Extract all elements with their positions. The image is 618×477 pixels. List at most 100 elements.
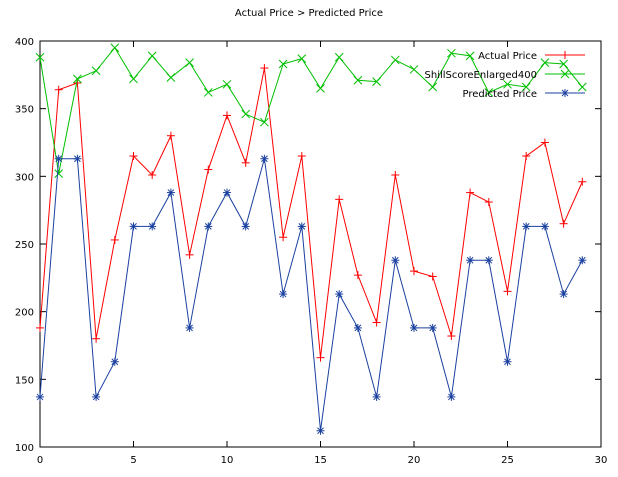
- data-point: [185, 250, 194, 259]
- data-point: [316, 353, 325, 362]
- data-point: [278, 59, 288, 69]
- data-point: [241, 222, 250, 231]
- data-point: [279, 233, 288, 242]
- data-point: [73, 154, 82, 163]
- x-tick-label: 10: [221, 455, 234, 466]
- data-point: [391, 256, 400, 265]
- series-line: [39, 67, 583, 358]
- data-point: [559, 219, 568, 228]
- data-point: [390, 55, 400, 65]
- data-point: [35, 52, 45, 62]
- data-point: [110, 43, 120, 53]
- data-point: [222, 79, 232, 89]
- data-point: [484, 88, 494, 97]
- data-point: [73, 74, 82, 84]
- y-tick-label: 100: [15, 443, 34, 454]
- data-point: [391, 170, 400, 179]
- data-point: [148, 222, 157, 231]
- legend-label: Predicted Price: [462, 89, 537, 100]
- data-point: [203, 88, 213, 97]
- data-point: [147, 51, 157, 61]
- data-point: [484, 256, 493, 265]
- y-tick-label: 200: [15, 308, 34, 319]
- chart-title: Actual Price > Predicted Price: [235, 8, 383, 19]
- data-point: [54, 169, 64, 178]
- x-tick-label: 20: [408, 455, 421, 466]
- x-tick-label: 30: [595, 455, 608, 466]
- data-point: [297, 54, 307, 63]
- data-point: [92, 392, 101, 401]
- legend-marker: [561, 89, 569, 97]
- data-point: [110, 357, 119, 366]
- y-tick-label: 150: [15, 375, 34, 386]
- data-point: [166, 73, 176, 82]
- data-point: [353, 271, 362, 280]
- data-point: [223, 188, 231, 197]
- axis-ticks: 100 150 200 250 300 350 400 0 5 10 15 20 25 30: [15, 37, 607, 466]
- data-point: [428, 82, 438, 92]
- plot-frame: [39, 40, 602, 448]
- data-point: [578, 256, 587, 265]
- data-point: [129, 222, 138, 231]
- data-point: [185, 58, 194, 68]
- data-point: [241, 158, 250, 167]
- legend-label: ShillScoreEnlarged400: [425, 70, 537, 81]
- legend-marker: [561, 51, 569, 59]
- series-1: [36, 64, 587, 362]
- legend-marker: [560, 69, 570, 79]
- data-point: [465, 51, 475, 61]
- data-point: [428, 323, 437, 332]
- data-point: [559, 290, 568, 299]
- data-point: [578, 177, 587, 186]
- data-point: [279, 290, 288, 299]
- data-point: [353, 75, 363, 85]
- data-point: [353, 323, 362, 332]
- data-point: [522, 222, 531, 231]
- data-point: [577, 82, 587, 92]
- x-tick-label: 25: [501, 455, 514, 466]
- data-point: [335, 195, 344, 204]
- data-point: [185, 323, 194, 332]
- data-point: [447, 48, 456, 58]
- legend-label: Actual Price: [478, 51, 537, 62]
- x-tick-label: 0: [37, 455, 43, 466]
- data-point: [129, 152, 138, 161]
- data-point: [36, 323, 44, 332]
- y-tick-label: 350: [15, 105, 34, 116]
- series-layer: [35, 43, 587, 435]
- data-point: [54, 154, 63, 163]
- data-point: [521, 82, 531, 92]
- legend-item: ShillScoreEnlarged400: [425, 69, 585, 81]
- series-line: [39, 158, 583, 431]
- series-3: [36, 154, 587, 435]
- legend-item: Actual Price: [478, 51, 585, 62]
- data-point: [166, 131, 175, 140]
- data-point: [503, 357, 512, 366]
- data-point: [522, 152, 531, 161]
- data-point: [428, 272, 437, 281]
- data-point: [447, 392, 456, 401]
- data-point: [372, 318, 381, 327]
- data-point: [316, 426, 325, 435]
- y-tick-label: 250: [15, 240, 34, 251]
- data-point: [540, 58, 550, 68]
- data-point: [223, 111, 231, 120]
- x-tick-label: 15: [314, 455, 327, 466]
- data-point: [503, 79, 512, 89]
- data-point: [466, 188, 475, 197]
- data-point: [540, 222, 549, 231]
- data-point: [204, 165, 213, 174]
- data-point: [297, 152, 306, 161]
- data-point: [260, 154, 269, 163]
- data-point: [335, 290, 344, 299]
- data-point: [241, 109, 251, 119]
- data-point: [204, 222, 213, 231]
- data-point: [559, 59, 568, 69]
- legend-item: Predicted Price: [462, 89, 585, 100]
- y-tick-label: 300: [15, 172, 34, 183]
- data-point: [503, 287, 512, 296]
- data-point: [334, 52, 344, 62]
- data-point: [410, 267, 418, 276]
